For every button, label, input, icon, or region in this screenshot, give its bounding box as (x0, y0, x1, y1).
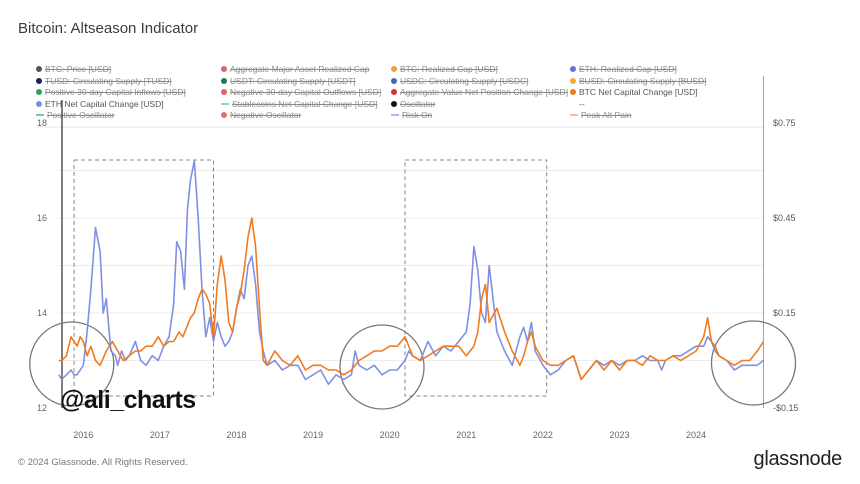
legend-item[interactable]: BTC: Realized Cap [USD] (391, 64, 498, 74)
legend-item[interactable]: Peak Alt Pain (570, 110, 632, 120)
legend-item[interactable]: Aggregate Value Net Position Change [USD… (391, 87, 568, 97)
legend-marker-icon (221, 112, 227, 118)
legend-item[interactable]: BTC Net Capital Change [USD] (570, 87, 698, 97)
y-tick-right: -$0.15 (773, 403, 799, 413)
legend-marker-icon (221, 89, 227, 95)
legend-marker-icon (36, 100, 42, 107)
copyright-text: © 2024 Glassnode. All Rights Reserved. (18, 457, 188, 468)
legend-item[interactable]: Positive 30-day Capital Inflows [USD] (36, 87, 186, 97)
legend-marker-icon (36, 89, 42, 95)
series-line (58, 217, 765, 381)
y-tick-right: $0.15 (773, 308, 796, 318)
legend-label: BTC Net Capital Change [USD] (579, 87, 698, 97)
legend-label: Stablecoins Net Capital Change [USD] (232, 98, 378, 109)
series-group (58, 160, 765, 386)
watermark-text: @ali_charts (60, 386, 196, 414)
x-tick: 2020 (380, 430, 400, 440)
legend-marker-icon (221, 77, 227, 84)
legend-item[interactable]: Stablecoins Net Capital Change [USD] (221, 99, 378, 109)
x-tick: 2024 (686, 430, 706, 440)
legend-label: Risk On (402, 110, 433, 120)
annotations (29, 76, 797, 410)
highlight-circle (29, 321, 115, 407)
legend-label: Peak Alt Pain (581, 110, 632, 120)
x-tick: 2019 (303, 430, 323, 440)
y-tick-left: 14 (37, 308, 47, 318)
legend-item[interactable]: Positive Oscillator (36, 110, 115, 120)
legend-item[interactable]: USDC: Circulating Supply [USDC] (391, 76, 528, 86)
legend-marker-icon (391, 77, 397, 84)
y-tick-right: $0.75 (773, 118, 796, 128)
legend-label: Negative 30-day Capital Outflows [USD] (230, 87, 382, 97)
legend-marker-icon (570, 77, 576, 84)
x-tick: 2016 (73, 430, 93, 440)
x-tick: 2022 (533, 430, 553, 440)
legend-label: USDT: Circulating Supply [USDT] (230, 75, 356, 86)
legend-marker-icon (570, 89, 576, 95)
legend-marker-icon (221, 102, 229, 105)
x-tick: 2021 (456, 430, 476, 440)
chart-title: Bitcoin: Altseason Indicator (18, 20, 199, 37)
y-tick-left: 16 (37, 213, 47, 223)
y-tick-right: $0.45 (773, 213, 796, 223)
legend-marker-icon (36, 77, 42, 84)
legend-label: -- (579, 98, 585, 109)
legend-item[interactable]: BUSD: Circulating Supply [BUSD] (570, 76, 707, 86)
legend-marker-icon (36, 66, 42, 72)
axes: 18 16 14 12 $0.75 $0.45 $0.15 -$0.15 2016 2017 201… (37, 118, 799, 440)
legend-item[interactable]: ETH: Realized Cap [USD] (570, 64, 677, 74)
legend-item[interactable]: BTC: Price [USD] (36, 64, 111, 74)
legend-marker-icon (221, 66, 227, 72)
legend-label: Aggregate Value Net Position Change [USD… (400, 87, 569, 97)
x-tick: 2018 (226, 430, 246, 440)
legend-label: Positive 30-day Capital Inflows [USD] (45, 87, 186, 97)
legend-item[interactable]: Negative Oscillator (221, 110, 301, 120)
legend-label: ETH: Realized Cap [USD] (579, 64, 677, 74)
legend-label: USDC: Circulating Supply [USDC] (400, 75, 529, 86)
glassnode-logo: glassnode (753, 448, 843, 470)
legend-label: Oscillator (400, 98, 436, 109)
legend-label: BTC: Realized Cap [USD] (400, 64, 498, 74)
dashed-box (73, 159, 214, 397)
legend-item[interactable]: USDT: Circulating Supply [USDT] (221, 76, 356, 86)
x-tick: 2023 (609, 430, 629, 440)
legend-item[interactable]: TUSD: Circulating Supply [TUSD] (36, 76, 172, 86)
legend-item[interactable]: ETH Net Capital Change [USD] (36, 99, 164, 109)
legend-item[interactable]: Risk On (391, 110, 432, 120)
legend-item[interactable]: -- (570, 99, 585, 109)
legend-item[interactable]: Oscillator (391, 99, 435, 109)
legend-label: BTC: Price [USD] (45, 64, 112, 74)
legend-label: TUSD: Circulating Supply [TUSD] (45, 75, 172, 86)
y-tick-left: 12 (37, 403, 47, 413)
highlight-circle (710, 320, 797, 406)
y-tick-left: 18 (37, 118, 47, 128)
highlight-circle (339, 324, 425, 410)
legend-item[interactable]: Negative 30-day Capital Outflows [USD] (221, 87, 381, 97)
legend-label: ETH Net Capital Change [USD] (45, 98, 164, 109)
legend-label: Positive Oscillator (47, 110, 115, 120)
legend-marker-icon (391, 66, 397, 72)
dashed-box (404, 159, 548, 397)
legend-label: Aggregate Major Asset Realized Cap (230, 64, 370, 74)
legend-marker-icon (391, 114, 399, 116)
legend-item[interactable]: Aggregate Major Asset Realized Cap (221, 64, 369, 74)
legend-marker-icon (36, 114, 44, 116)
legend-marker-icon (570, 114, 578, 116)
legend-marker-icon (391, 89, 397, 95)
legend-marker-icon (391, 100, 397, 107)
legend-label: BUSD: Circulating Supply [BUSD] (579, 75, 707, 86)
legend-marker-icon (570, 66, 576, 72)
grid (36, 126, 765, 361)
x-tick: 2017 (150, 430, 170, 440)
legend-label: Negative Oscillator (230, 110, 302, 120)
